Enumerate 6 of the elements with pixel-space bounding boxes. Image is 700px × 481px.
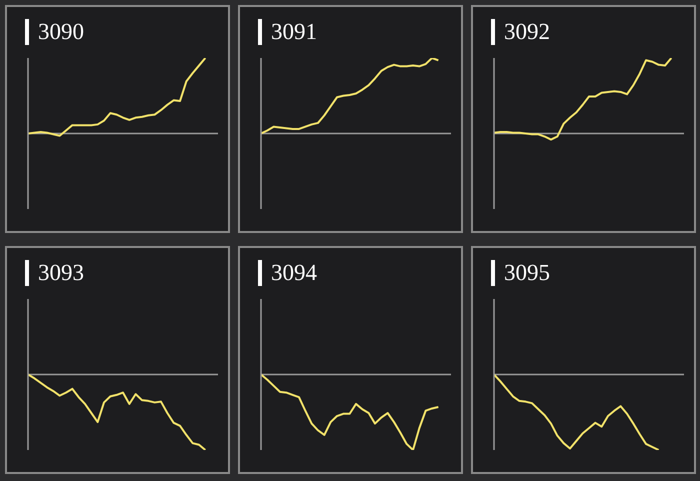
chart-title: 3092 bbox=[504, 18, 550, 46]
chart-title: 3090 bbox=[38, 18, 84, 46]
chart-title: 3094 bbox=[271, 259, 317, 287]
chart-title: 3093 bbox=[38, 259, 84, 287]
chart-title: 3095 bbox=[504, 259, 550, 287]
chart-title: 3091 bbox=[271, 18, 317, 46]
